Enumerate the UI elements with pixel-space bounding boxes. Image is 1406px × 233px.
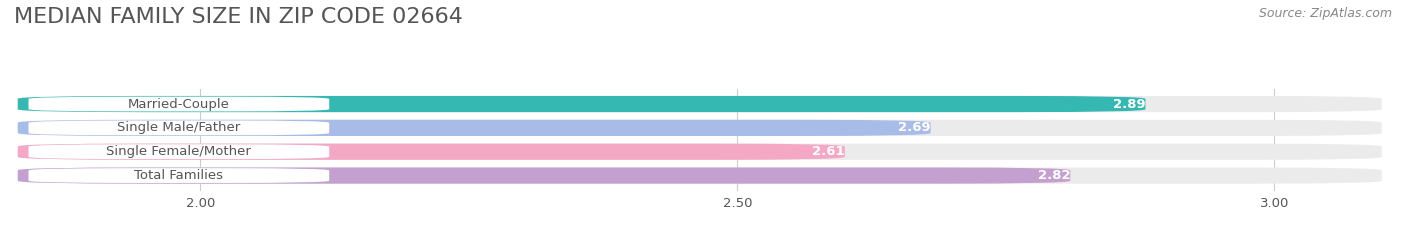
Text: 2.69: 2.69 [898, 121, 931, 134]
FancyBboxPatch shape [18, 144, 1382, 160]
FancyBboxPatch shape [28, 168, 329, 183]
FancyBboxPatch shape [28, 120, 329, 135]
FancyBboxPatch shape [18, 168, 1382, 184]
Text: Source: ZipAtlas.com: Source: ZipAtlas.com [1258, 7, 1392, 20]
FancyBboxPatch shape [18, 96, 1146, 112]
Text: Married-Couple: Married-Couple [128, 98, 229, 110]
FancyBboxPatch shape [28, 144, 329, 159]
Text: Total Families: Total Families [135, 169, 224, 182]
FancyBboxPatch shape [18, 96, 1382, 112]
Text: 2.89: 2.89 [1112, 98, 1146, 110]
Text: 2.61: 2.61 [813, 145, 845, 158]
Text: Single Male/Father: Single Male/Father [117, 121, 240, 134]
Text: 2.82: 2.82 [1038, 169, 1070, 182]
FancyBboxPatch shape [18, 120, 931, 136]
Text: Single Female/Mother: Single Female/Mother [107, 145, 252, 158]
FancyBboxPatch shape [18, 144, 845, 160]
FancyBboxPatch shape [28, 97, 329, 111]
Text: MEDIAN FAMILY SIZE IN ZIP CODE 02664: MEDIAN FAMILY SIZE IN ZIP CODE 02664 [14, 7, 463, 27]
FancyBboxPatch shape [18, 168, 1070, 184]
FancyBboxPatch shape [18, 120, 1382, 136]
